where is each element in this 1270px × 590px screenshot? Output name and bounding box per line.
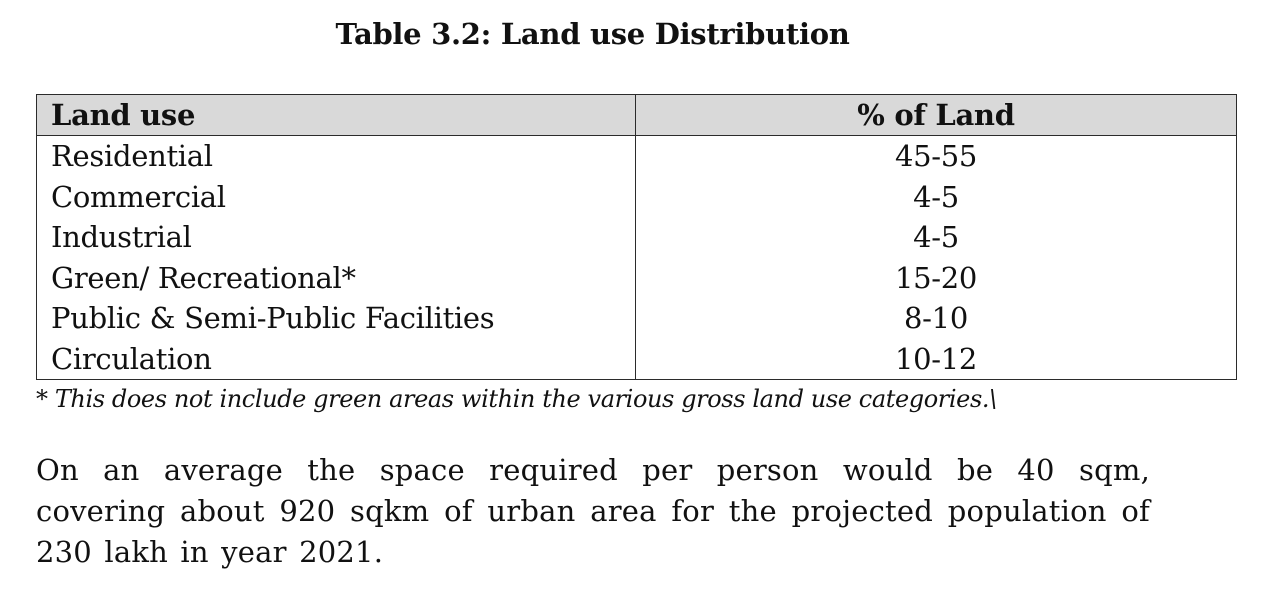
land-percent: 45-55: [894, 139, 978, 174]
table-title: Table 3.2: Land use Distribution: [335, 17, 850, 51]
table-row: Circulation 10-12: [36, 338, 1237, 380]
land-use-name: Commercial: [36, 176, 636, 217]
table-row: Industrial 4-5: [36, 216, 1237, 258]
land-use-table: Land use % of Land Residential 45-55 Com…: [36, 94, 1237, 380]
column-header-land-use: Land use: [36, 94, 636, 136]
table-row: Residential 45-55: [36, 135, 1237, 177]
land-percent: 8-10: [904, 301, 968, 336]
land-percent: 4-5: [913, 220, 959, 255]
table-header-row: Land use % of Land: [36, 94, 1237, 136]
land-use-name: Public & Semi-Public Facilities: [36, 297, 636, 339]
land-percent: 4-5: [913, 179, 959, 214]
table-row: Green/ Recreational* 15-20: [36, 257, 1237, 298]
land-percent: 10-12: [894, 341, 978, 376]
body-paragraph: On an average the space required per per…: [36, 453, 1150, 569]
table-row: Commercial 4-5: [36, 176, 1237, 217]
land-use-name: Industrial: [36, 216, 636, 258]
column-header-percent-of-land: % of Land: [635, 94, 1237, 136]
land-use-name: Circulation: [36, 338, 636, 380]
land-use-name: Residential: [36, 135, 636, 177]
table-row: Public & Semi-Public Facilities 8-10: [36, 297, 1237, 339]
land-use-name: Green/ Recreational*: [36, 257, 636, 298]
table-footnote: * This does not include green areas with…: [36, 385, 997, 413]
land-percent: 15-20: [894, 260, 978, 295]
